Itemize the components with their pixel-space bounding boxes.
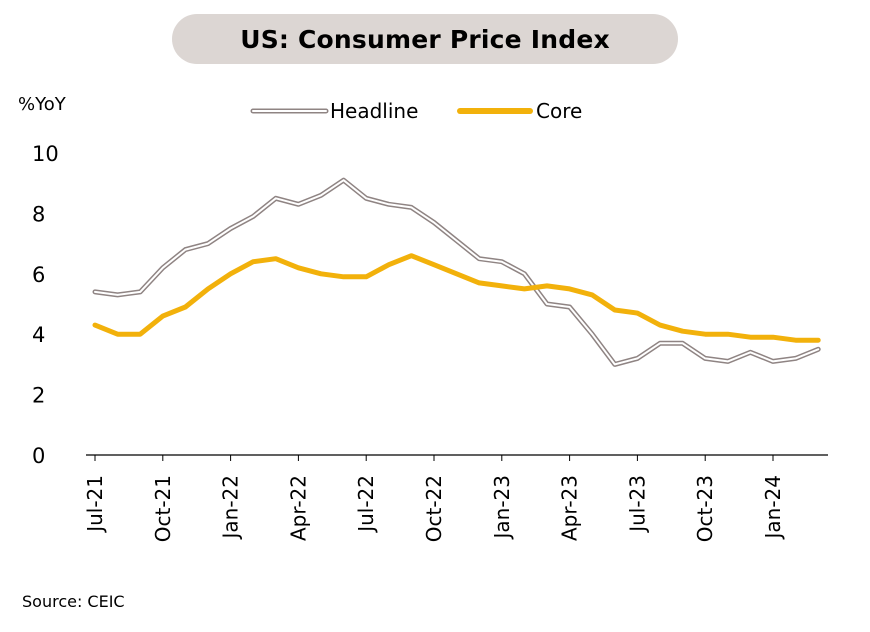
x-tick-label: Apr-23	[558, 475, 582, 541]
source-note: Source: CEIC	[22, 592, 125, 611]
legend-label-headline: Headline	[330, 99, 418, 123]
legend-label-core: Core	[536, 99, 582, 123]
series-line-core	[92, 253, 821, 343]
x-axis: Jul-21 Oct-21 Jan-22 Apr-22 Jul-22 Oct-22 Jan-…	[83, 454, 828, 542]
chart-title: US: Consumer Price Index	[240, 24, 610, 54]
series-line-headline-inner	[94, 179, 820, 366]
chart-title-pill: US: Consumer Price Index	[172, 14, 678, 64]
y-tick-label: 0	[32, 444, 45, 468]
y-tick-label: 4	[32, 323, 45, 347]
y-axis: %YoY 0 2 4 6 8 10	[18, 94, 67, 468]
x-tick-label: Apr-22	[286, 475, 310, 541]
y-tick-label: 8	[32, 202, 45, 226]
y-axis-label: %YoY	[18, 94, 67, 115]
x-tick-label: Jan-24	[761, 475, 785, 541]
x-tick-label: Jul-22	[354, 475, 378, 534]
legend: Headline Core	[250, 99, 582, 123]
y-tick-label: 10	[32, 142, 59, 166]
x-tick-label: Oct-23	[693, 475, 717, 542]
y-tick-label: 6	[32, 263, 45, 287]
x-tick-label: Jan-23	[490, 475, 514, 541]
x-tick-label: Jan-22	[219, 475, 243, 541]
series-lines	[92, 177, 821, 367]
x-tick-label: Oct-22	[422, 475, 446, 542]
y-tick-label: 2	[32, 384, 45, 408]
x-tick-label: Oct-21	[151, 475, 175, 542]
x-tick-label: Jul-23	[625, 475, 649, 534]
x-tick-label: Jul-21	[83, 475, 107, 534]
